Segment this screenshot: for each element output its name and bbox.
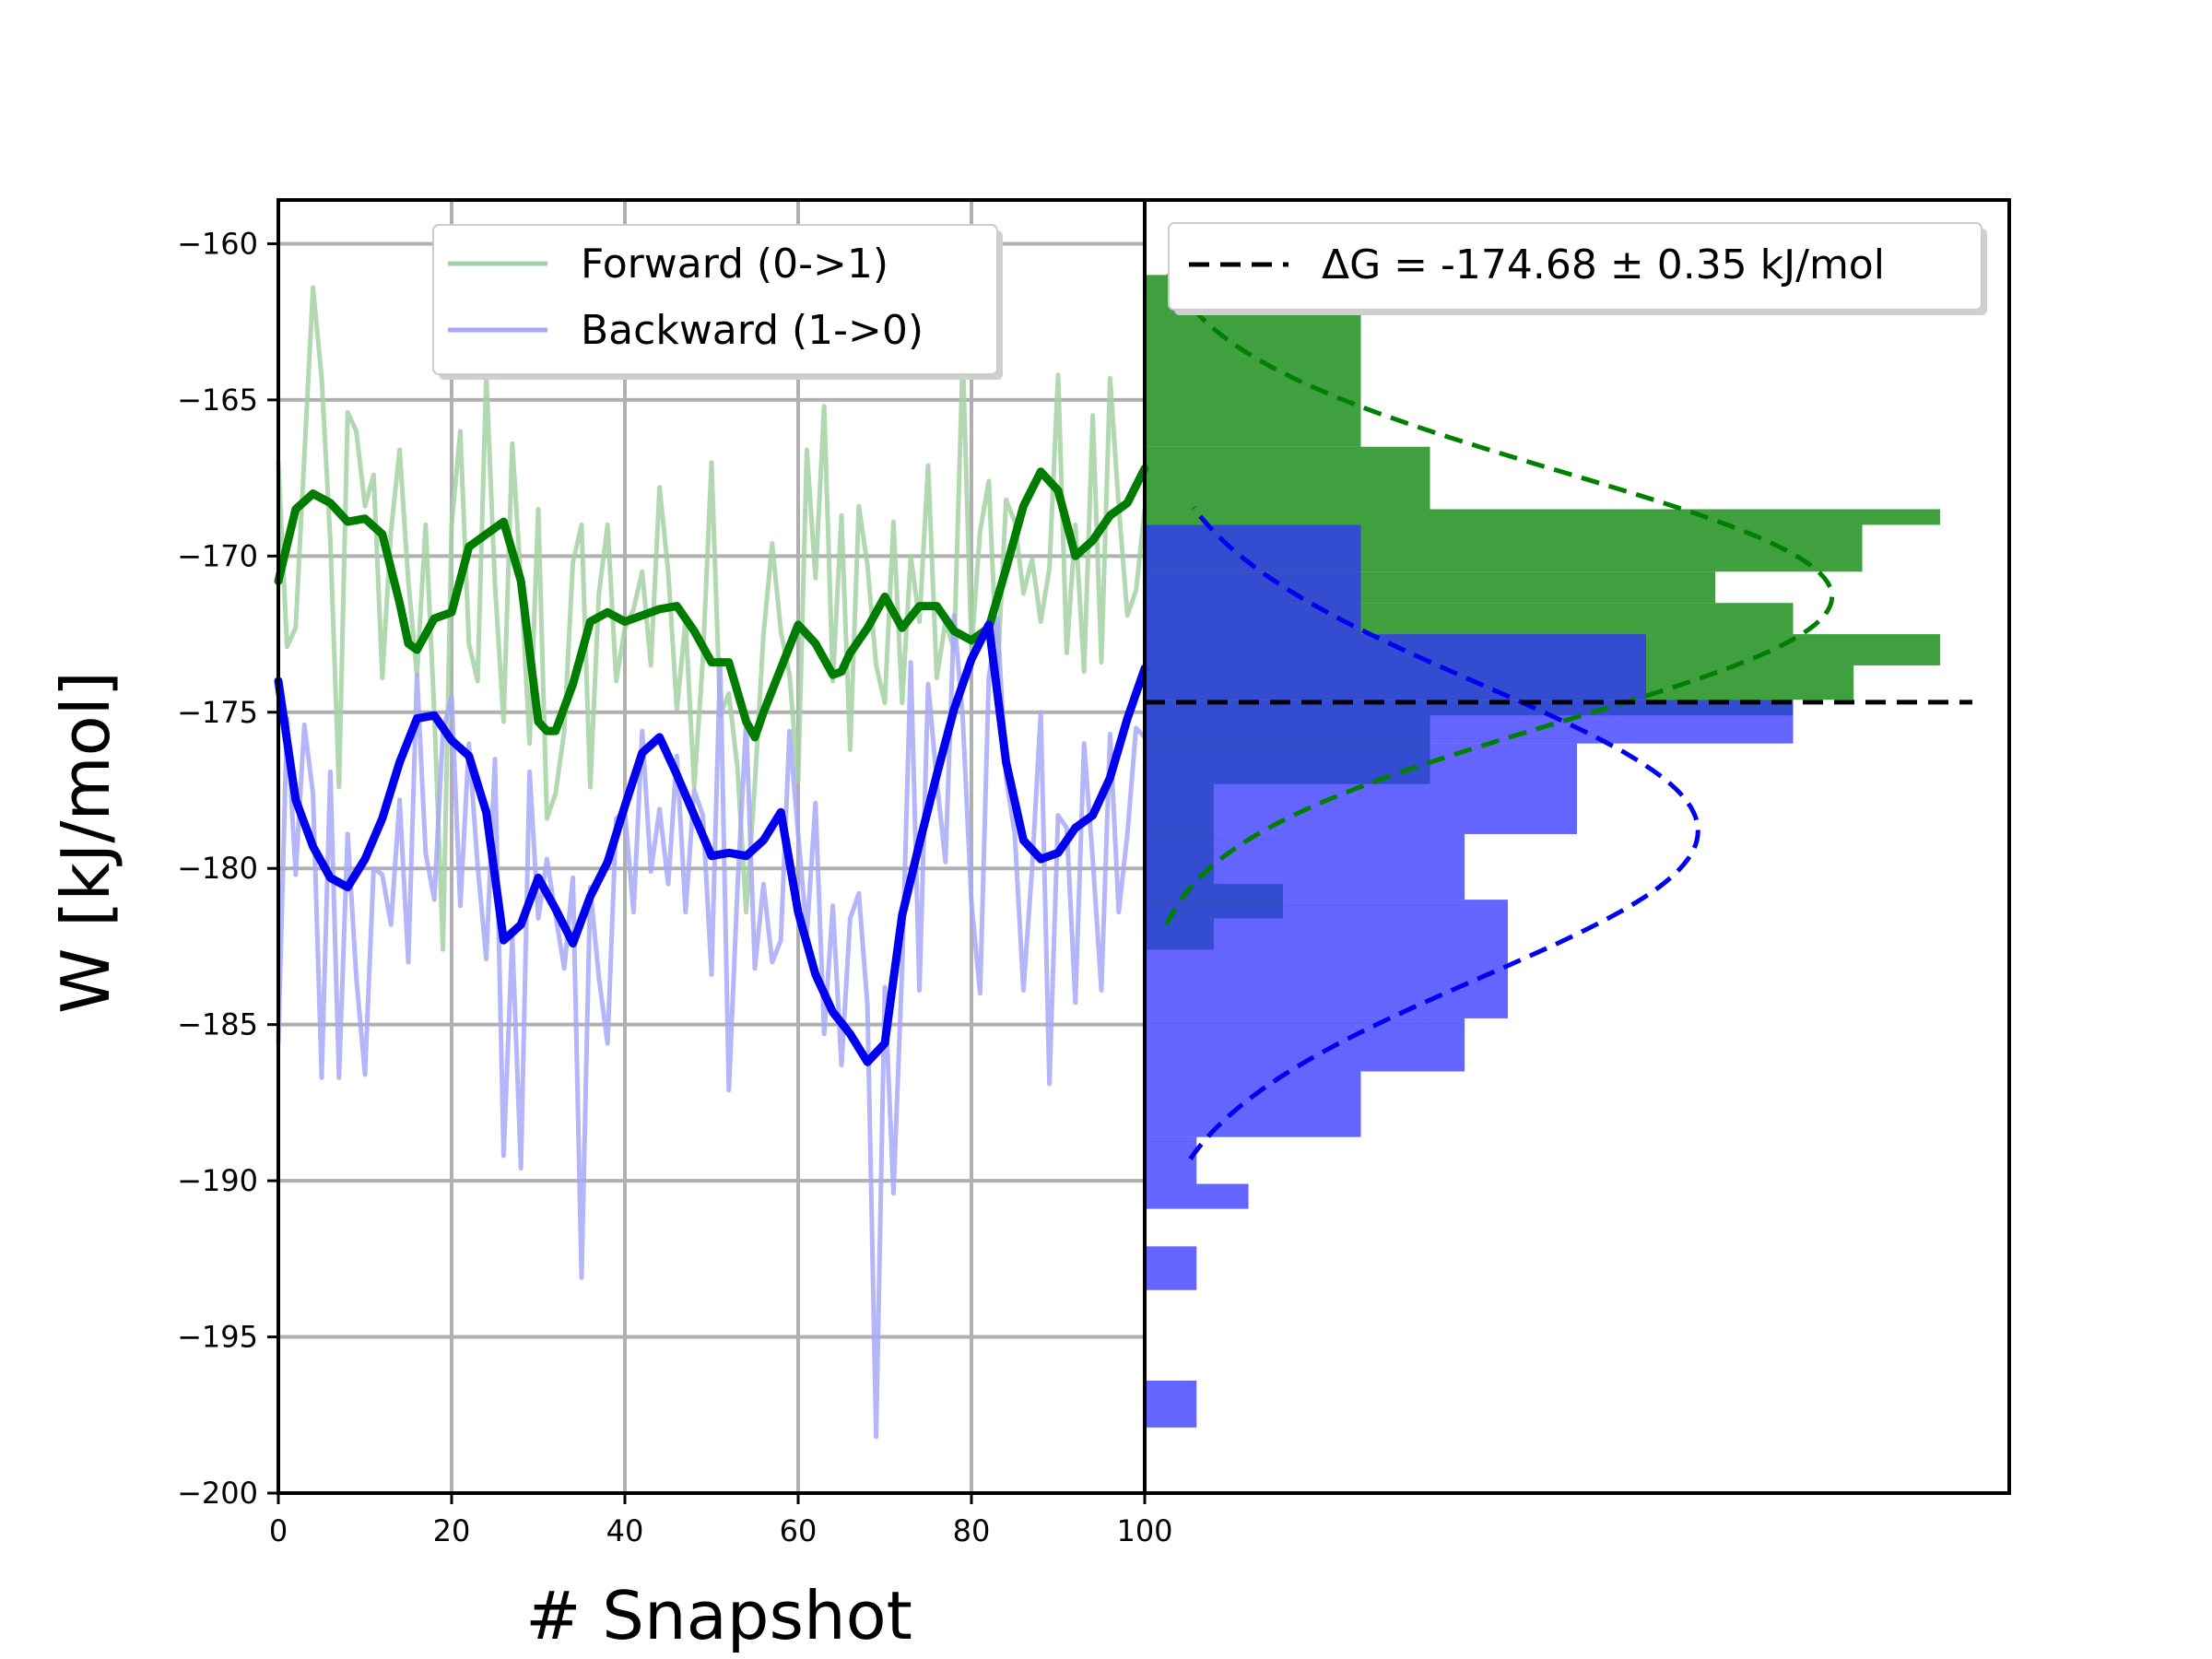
gaussian-forward [1164,272,1835,926]
hist-bar-backward [1145,1246,1197,1290]
hist-bar-backward [1145,1071,1361,1137]
right-plot-frame [1143,198,2011,1495]
hist-bar-backward [1145,833,1465,900]
y-tick-label: −180 [177,851,258,886]
hist-bar-forward [1145,356,1361,447]
y-axis-title: W [kJ/mol] [47,671,124,1014]
series-forward-raw [276,285,1147,952]
y-tick-label: −165 [177,382,258,418]
left-axis-ticks: 0 20 40 60 80 100 −160 −165 −170 −175 −180 −185 −190… [177,226,1172,1548]
legend-label-delta-g: ΔG = -174.68 ± 0.35 kJ/mol [1322,241,1885,288]
x-tick-label: 40 [606,1513,644,1548]
left-legend: Forward (0->1) Backward (1->0) [432,224,1003,380]
hist-bar-forward [1145,509,1940,525]
x-tick-label: 20 [433,1513,471,1548]
x-tick-label: 100 [1116,1513,1172,1548]
y-tick-label: −185 [177,1007,258,1042]
series-backward-smoothed [274,620,1149,1066]
x-tick-label: 60 [780,1513,818,1548]
right-legend: ΔG = -174.68 ± 0.35 kJ/mol [1168,222,1987,315]
gaussian-backward [1188,506,1700,1160]
y-tick-label: −195 [177,1320,258,1355]
legend-label-backward: Backward (1->0) [581,307,924,354]
legend-label-forward: Forward (0->1) [581,241,888,288]
hist-bar-backward [1145,571,1361,635]
hist-bar-backward [1145,1136,1197,1184]
hist-bar-backward [1145,900,1508,1018]
right-legend-box [1168,222,1983,311]
x-axis-title: # Snapshot [525,1577,912,1654]
hist-bar-backward [1145,1183,1249,1209]
y-tick-label: −190 [177,1163,258,1198]
left-series-layer [274,285,1149,1440]
x-tick-label: 0 [269,1513,288,1548]
hist-bar-backward [1145,1381,1197,1428]
right-gaussian-layer [1164,272,1835,1160]
y-tick-label: −170 [177,538,258,573]
y-tick-label: −175 [177,695,258,730]
y-tick-label: −160 [177,226,258,261]
left-legend-box [432,224,998,375]
hist-bar-forward [1145,446,1430,510]
y-tick-label: −200 [177,1476,258,1511]
series-backward-raw [276,613,1147,1440]
x-tick-label: 80 [953,1513,991,1548]
hist-bar-backward [1145,700,1794,744]
